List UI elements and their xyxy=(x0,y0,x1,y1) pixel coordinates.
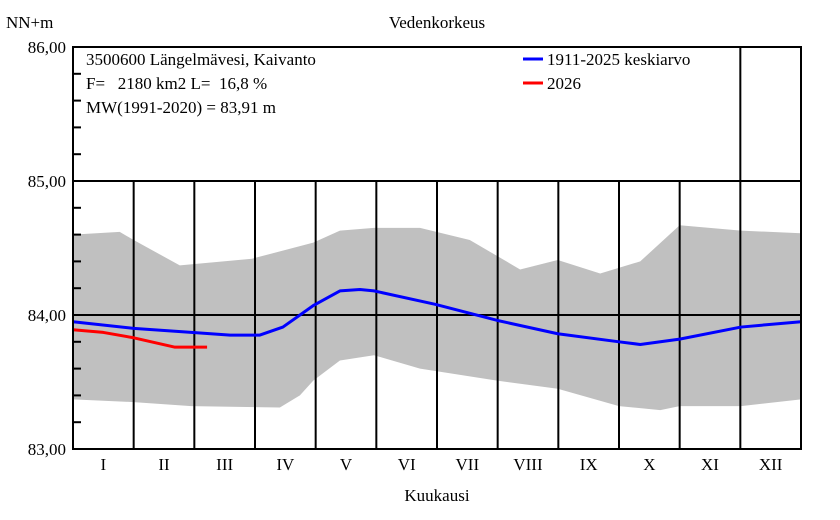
x-axis-label: Kuukausi xyxy=(404,486,469,505)
y-tick-label: 83,00 xyxy=(28,440,66,459)
y-tick-label: 86,00 xyxy=(28,38,66,57)
x-tick-label: I xyxy=(100,455,106,474)
x-tick-label: XII xyxy=(759,455,783,474)
x-tick-label: IX xyxy=(580,455,598,474)
x-tick-label: VI xyxy=(398,455,416,474)
x-tick-label: VII xyxy=(456,455,480,474)
y-axis-label: NN+m xyxy=(6,13,53,32)
legend-label-current: 2026 xyxy=(547,74,581,93)
x-tick-label: XI xyxy=(701,455,719,474)
y-tick-label: 85,00 xyxy=(28,172,66,191)
x-tick-label: IV xyxy=(276,455,295,474)
x-tick-label: X xyxy=(643,455,655,474)
plot-frame xyxy=(72,46,802,450)
info-line-mean-water: MW(1991-2020) = 83,91 m xyxy=(86,98,276,117)
x-tick-label: II xyxy=(158,455,170,474)
y-tick-label: 84,00 xyxy=(28,306,66,325)
x-tick-label: VIII xyxy=(513,455,543,474)
series-mean-line xyxy=(72,288,802,346)
legend-label-mean: 1911-2025 keskiarvo xyxy=(547,50,690,69)
chart-title: Vedenkorkeus xyxy=(389,13,485,32)
legend: 1911-2025 keskiarvo 2026 xyxy=(523,50,690,93)
info-line-station: 3500600 Längelmävesi, Kaivanto xyxy=(86,50,316,69)
x-tick-label: V xyxy=(340,455,353,474)
x-tick-label: III xyxy=(216,455,233,474)
info-line-area: F= 2180 km2 L= 16,8 % xyxy=(86,74,267,93)
series-2026-line xyxy=(72,328,208,349)
